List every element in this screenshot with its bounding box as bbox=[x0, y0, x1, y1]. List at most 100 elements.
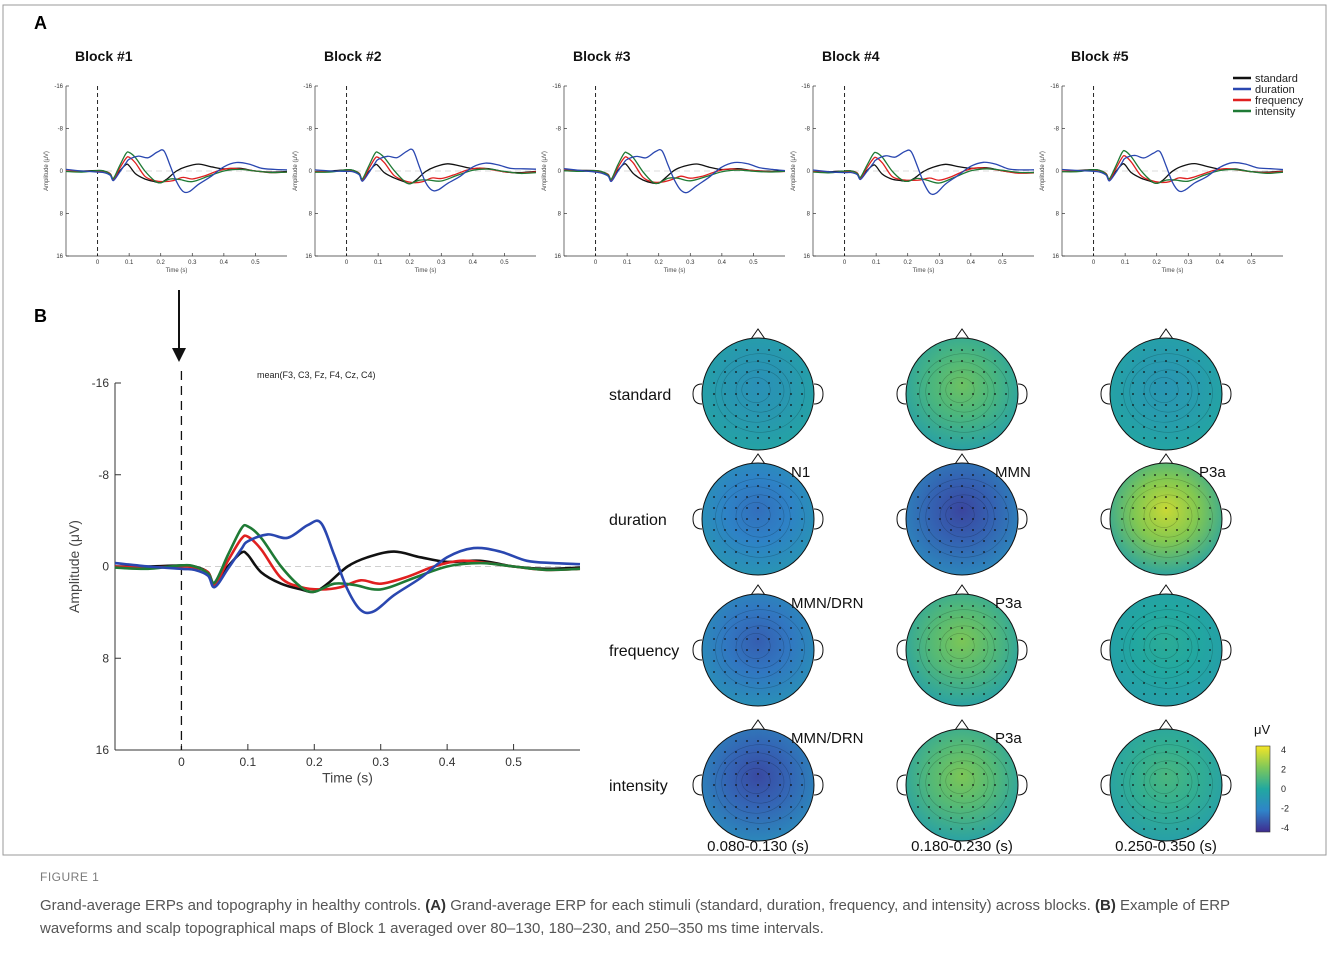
electrode-dot bbox=[1121, 404, 1123, 406]
legend-label-frequency: frequency bbox=[1255, 95, 1304, 107]
topo-contour bbox=[945, 633, 975, 659]
electrode-dot bbox=[757, 551, 759, 553]
electrode-dot bbox=[950, 474, 952, 476]
block-panel: Block #1 -16 -8 0 8 16 0 0.1 0.2 0.3 0.4 0.5 Time (s… bbox=[44, 48, 288, 274]
electrode-dot bbox=[983, 762, 985, 764]
electrode-dot bbox=[1187, 507, 1189, 509]
topo-ear-right bbox=[1017, 639, 1028, 661]
electrode-dot bbox=[757, 795, 759, 797]
topo-contour bbox=[925, 617, 995, 679]
electrode-dot bbox=[961, 518, 963, 520]
electrode-dot bbox=[939, 817, 941, 819]
series-line-intensity bbox=[563, 151, 786, 185]
electrode-dot bbox=[757, 627, 759, 629]
topo-contour bbox=[939, 494, 989, 538]
electrode-dot bbox=[768, 349, 770, 351]
figure-canvas: A B Block #1 -16 -8 0 8 16 0 0.1 0.2 0.3 0.4 0.5 Tim… bbox=[2, 4, 1327, 856]
topo-ear-left bbox=[692, 508, 703, 530]
electrode-dot bbox=[779, 660, 781, 662]
electrode-dot bbox=[779, 751, 781, 753]
electrode-dot bbox=[994, 817, 996, 819]
electrode-dot bbox=[983, 828, 985, 830]
electrode-dot bbox=[1165, 349, 1167, 351]
electrode-dot bbox=[1005, 382, 1007, 384]
electrode-dot bbox=[1143, 518, 1145, 520]
x-tick-label: 0.3 bbox=[686, 260, 695, 266]
electrode-dot bbox=[746, 693, 748, 695]
electrode-dot bbox=[972, 360, 974, 362]
colorbar: μV 4 2 0 -2 -4 bbox=[1254, 722, 1289, 833]
topo-row-label: frequency bbox=[609, 643, 679, 660]
electrode-dot bbox=[939, 415, 941, 417]
x-tick-label: 0.1 bbox=[240, 755, 257, 769]
electrode-dot bbox=[1143, 784, 1145, 786]
electrode-dot bbox=[939, 660, 941, 662]
electrode-dot bbox=[1005, 518, 1007, 520]
topo-contour bbox=[1123, 353, 1213, 433]
electrode-dot bbox=[983, 426, 985, 428]
electrode-dot bbox=[757, 660, 759, 662]
y-tick-label: -8 bbox=[1054, 127, 1060, 133]
electrode-dot bbox=[1176, 518, 1178, 520]
x-tick-label: 0.4 bbox=[439, 755, 456, 769]
electrode-dot bbox=[1154, 496, 1156, 498]
electrode-dot bbox=[746, 784, 748, 786]
electrode-dot bbox=[779, 404, 781, 406]
electrode-dot bbox=[994, 649, 996, 651]
electrode-dot bbox=[983, 371, 985, 373]
caption-label: FIGURE 1 bbox=[40, 870, 100, 884]
electrode-dot bbox=[994, 393, 996, 395]
electrode-dot bbox=[1165, 437, 1167, 439]
electrode-dot bbox=[724, 638, 726, 640]
topo-contour bbox=[939, 760, 989, 804]
y-tick-label: -16 bbox=[303, 84, 312, 90]
electrode-dot bbox=[757, 474, 759, 476]
electrode-dot bbox=[1132, 616, 1134, 618]
series-line-duration bbox=[314, 148, 537, 192]
electrode-dot bbox=[1165, 616, 1167, 618]
electrode-dot bbox=[1132, 762, 1134, 764]
electrode-dot bbox=[983, 671, 985, 673]
electrode-dot bbox=[994, 404, 996, 406]
x-tick-label: 0.4 bbox=[718, 260, 727, 266]
topo-contour bbox=[919, 744, 1009, 824]
electrode-dot bbox=[735, 817, 737, 819]
electrode-dot bbox=[939, 671, 941, 673]
electrode-dot bbox=[1209, 795, 1211, 797]
electrode-dot bbox=[735, 551, 737, 553]
electrode-dot bbox=[1198, 649, 1200, 651]
electrode-dot bbox=[1209, 762, 1211, 764]
electrode-dot bbox=[961, 828, 963, 830]
electrode-dot bbox=[983, 649, 985, 651]
x-tick-label: 0.3 bbox=[1184, 260, 1193, 266]
electrode-dot bbox=[757, 496, 759, 498]
electrode-dot bbox=[1165, 638, 1167, 640]
electrode-dot bbox=[983, 393, 985, 395]
electrode-dot bbox=[735, 795, 737, 797]
electrode-dot bbox=[1154, 828, 1156, 830]
electrode-dot bbox=[939, 616, 941, 618]
electrode-dot bbox=[1154, 507, 1156, 509]
electrode-dot bbox=[1154, 605, 1156, 607]
x-tick-label: 0 bbox=[843, 260, 847, 266]
electrode-dot bbox=[950, 616, 952, 618]
topo-annotation: P3a bbox=[995, 595, 1022, 612]
electrode-dot bbox=[1176, 828, 1178, 830]
x-tick-label: 0.2 bbox=[406, 260, 415, 266]
electrode-dot bbox=[735, 605, 737, 607]
electrode-dot bbox=[950, 762, 952, 764]
electrode-dot bbox=[972, 437, 974, 439]
electrode-dot bbox=[768, 828, 770, 830]
electrode-dot bbox=[939, 627, 941, 629]
series-line-intensity bbox=[812, 151, 1035, 184]
x-axis-label: Time (s) bbox=[664, 268, 686, 274]
electrode-dot bbox=[950, 660, 952, 662]
topo-contour bbox=[715, 744, 805, 824]
electrode-dot bbox=[757, 371, 759, 373]
electrode-dot bbox=[1187, 795, 1189, 797]
electrode-dot bbox=[768, 540, 770, 542]
electrode-dot bbox=[746, 404, 748, 406]
topo-contour bbox=[715, 609, 805, 689]
electrode-dot bbox=[950, 507, 952, 509]
electrode-dot bbox=[939, 349, 941, 351]
